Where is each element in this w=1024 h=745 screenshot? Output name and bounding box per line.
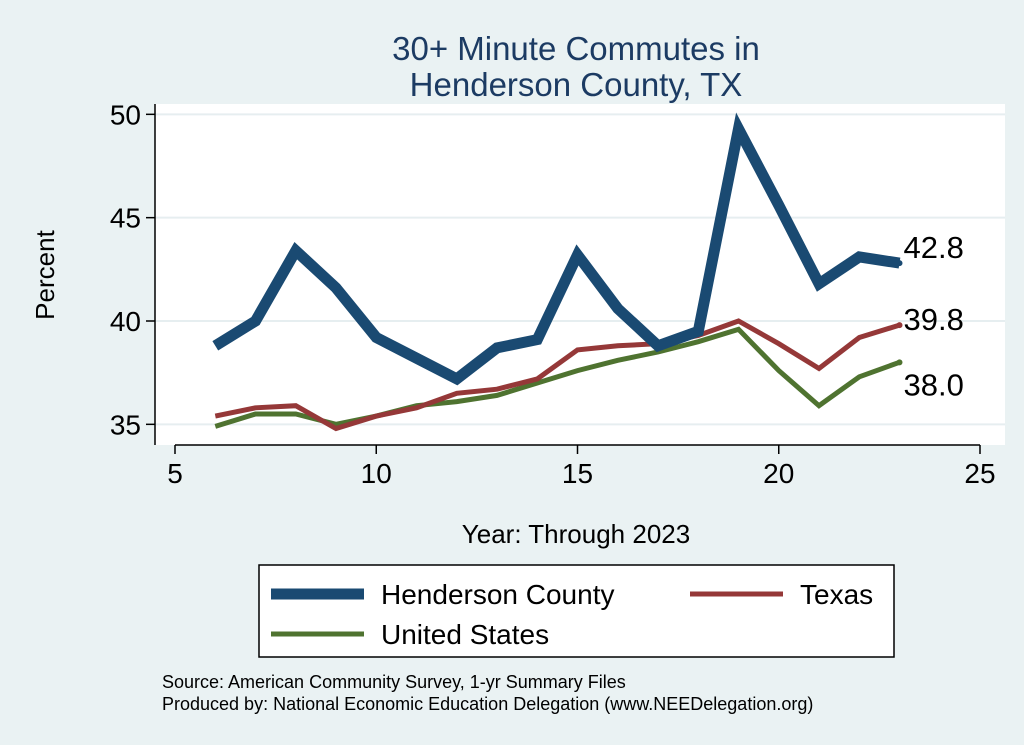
source-note: Source: American Community Survey, 1-yr … — [162, 672, 626, 692]
legend-label-united-states: United States — [381, 619, 549, 650]
y-tick-label-45: 45 — [110, 203, 141, 234]
x-tick-label-20: 20 — [763, 458, 794, 489]
x-axis-label: Year: Through 2023 — [462, 519, 690, 549]
x-tick-label-15: 15 — [562, 458, 593, 489]
y-axis-label: Percent — [30, 229, 60, 319]
series-end-point-texas — [896, 322, 903, 329]
legend: Henderson County Texas United States — [258, 564, 895, 658]
axes: 35 40 45 50 5 10 15 20 25 — [110, 99, 996, 489]
legend-box — [258, 564, 895, 658]
end-labels: 42.8 39.8 38.0 — [904, 230, 964, 402]
x-tick-label-25: 25 — [964, 458, 995, 489]
series-lines — [212, 112, 903, 432]
end-label-henderson-county: 42.8 — [904, 230, 964, 265]
series-end-point-united-states — [896, 359, 903, 366]
end-label-united-states: 38.0 — [904, 367, 964, 402]
y-tick-label-35: 35 — [110, 409, 141, 440]
series-end-point-henderson-county — [896, 260, 903, 267]
y-tick-label-40: 40 — [110, 306, 141, 337]
y-tick-label-50: 50 — [110, 99, 141, 130]
series-line-texas — [214, 318, 901, 432]
legend-label-henderson-county: Henderson County — [381, 579, 614, 610]
produced-by-note: Produced by: National Economic Education… — [162, 694, 813, 714]
chart-title: 30+ Minute Commutes in Henderson County,… — [392, 30, 760, 103]
series-line-henderson-county — [212, 112, 901, 386]
chart-title-line-2: Henderson County, TX — [410, 66, 743, 103]
chart-title-line-1: 30+ Minute Commutes in — [392, 30, 760, 67]
x-tick-label-10: 10 — [361, 458, 392, 489]
end-label-texas: 39.8 — [904, 302, 964, 337]
gridlines — [155, 113, 1005, 426]
legend-label-texas: Texas — [800, 579, 873, 610]
plot-area — [155, 104, 1005, 445]
x-tick-label-5: 5 — [167, 458, 183, 489]
